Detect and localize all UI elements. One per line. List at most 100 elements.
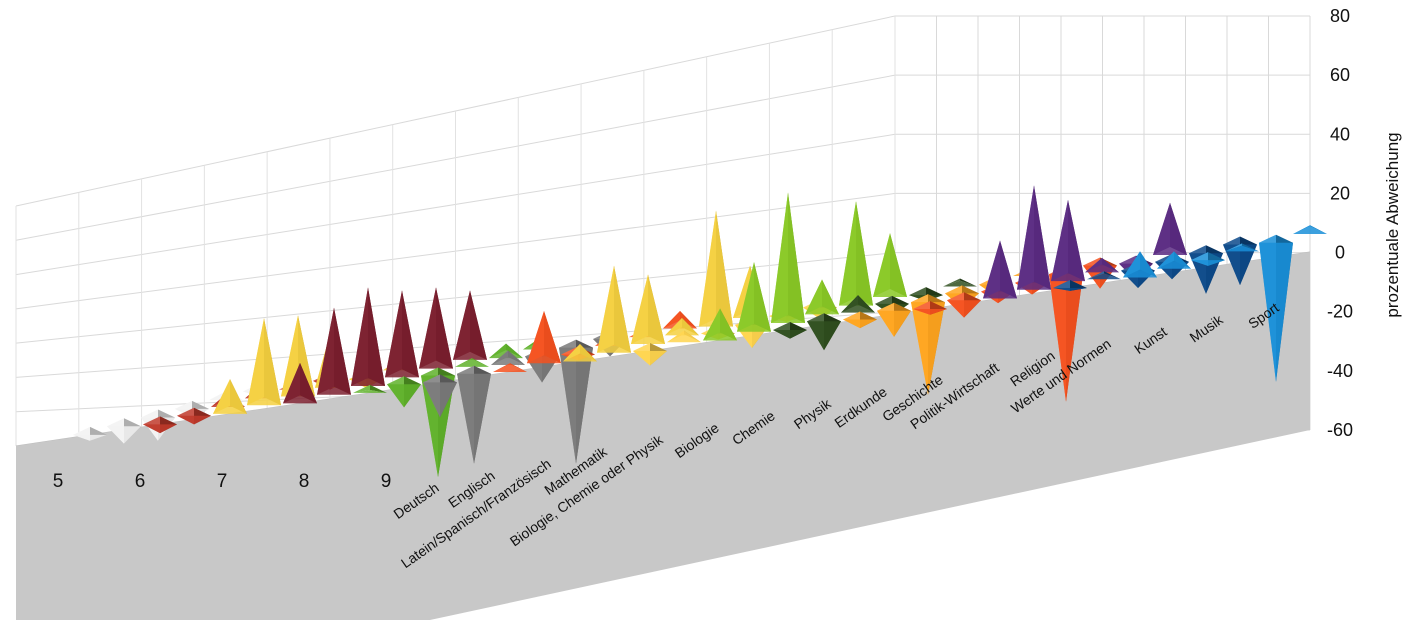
pyramid-mark (1293, 225, 1327, 234)
pyramid-face-front (877, 310, 911, 337)
pyramid-mark (843, 311, 877, 329)
pyramid-face-front (423, 382, 457, 418)
pyramid-mark (73, 426, 107, 441)
pyramid-mark (805, 279, 839, 315)
pyramid-mark (943, 278, 977, 287)
pyramid-face-front (177, 415, 211, 425)
pyramid-face-front (1293, 225, 1327, 234)
series-label: 6 (135, 471, 146, 492)
pyramid-face-front (1123, 251, 1157, 278)
pyramid-mark (983, 240, 1017, 299)
pyramid-mark (1153, 202, 1187, 255)
pyramid-mark (771, 192, 805, 324)
pyramid-face-front (737, 262, 771, 332)
pyramid-mark (489, 343, 523, 359)
series-label: 7 (217, 471, 228, 492)
pyramid-mark (667, 330, 701, 343)
pyramid-mark (1225, 243, 1259, 252)
pyramid-face-front (559, 347, 593, 464)
pyramid-mark (213, 379, 247, 414)
pyramid-mark (1017, 185, 1051, 290)
pyramid-mark (663, 311, 697, 329)
pyramid-face-front (663, 311, 697, 329)
pyramid-face-front (1153, 202, 1187, 255)
pyramid-face-right (960, 278, 977, 287)
pyramid-mark (1259, 234, 1293, 382)
pyramid-face-front (1191, 260, 1225, 266)
pyramid-face-front (665, 317, 699, 336)
y-tick-label: 80 (1330, 6, 1350, 26)
pyramid-face-front (1049, 274, 1083, 402)
chart-marks (73, 185, 1327, 478)
pyramid-face-right (1104, 271, 1121, 280)
pyramid-mark (1053, 279, 1087, 291)
pyramid-face-front (983, 240, 1017, 299)
pyramid-face-left (1225, 243, 1242, 252)
pyramid-face-front (1017, 185, 1051, 290)
pyramid-face-front (631, 274, 665, 345)
pyramid-mark (947, 292, 981, 318)
pyramid-mark (143, 416, 177, 434)
pyramid-mark (839, 201, 873, 306)
pyramid-face-front (107, 426, 141, 444)
pyramid-face-front (457, 373, 491, 464)
pyramid-mark (877, 302, 911, 337)
pyramid-mark (247, 318, 281, 406)
pyramid-mark (353, 384, 387, 393)
pyramid-mark (1051, 199, 1085, 282)
pyramid-face-front (453, 290, 487, 360)
pyramid-mark (913, 300, 947, 315)
pyramid-mark (457, 365, 491, 464)
pyramid-mark (387, 376, 421, 408)
pyramid-mark (597, 265, 631, 353)
pyramid-face-front (317, 307, 351, 395)
pyramid-face-front (1087, 273, 1121, 280)
pyramid-mark (873, 233, 907, 297)
pyramid-face-front (805, 279, 839, 315)
pyramid-face-front (943, 280, 977, 287)
pyramid-face-front (351, 287, 385, 387)
pyramid-mark (283, 362, 317, 404)
pyramid-mark (177, 407, 211, 425)
pyramid-face-front (633, 350, 667, 366)
pyramid-face-front (527, 311, 561, 364)
series-labels: 5 6 7 8 9 (53, 471, 392, 492)
y-tick-label: 60 (1330, 65, 1350, 85)
pyramid-mark (351, 287, 385, 387)
pyramid-face-front (387, 384, 421, 408)
series-label: 5 (53, 471, 64, 492)
pyramid-mark (703, 308, 737, 341)
pyramid-mark (563, 344, 597, 362)
pyramid-face-front (455, 358, 489, 367)
pyramid-face-front (807, 321, 841, 351)
pyramid-face-front (947, 300, 981, 318)
pyramid-mark (631, 274, 665, 345)
pyramid-mark (1049, 266, 1083, 402)
pyramid-mark (107, 418, 141, 444)
pyramid-mark (1085, 257, 1119, 273)
pyramid-mark (455, 358, 489, 367)
pyramid-face-front (491, 350, 525, 366)
pyramid-mark (633, 342, 667, 366)
pyramid-face-front (699, 210, 733, 327)
pyramid-face-front (73, 434, 107, 441)
series-label: 9 (381, 471, 392, 492)
pyramid-face-front (143, 424, 177, 434)
pyramid-mark (385, 290, 419, 378)
y-tick-label: -40 (1327, 361, 1353, 381)
pyramid-mark (493, 363, 527, 372)
pyramid-face-front (1225, 245, 1259, 252)
pyramid-mark (491, 350, 525, 366)
pyramid-face-left (1087, 271, 1104, 280)
pyramid-face-front (841, 295, 875, 313)
pyramid-face-front (283, 362, 317, 404)
pyramid-face-front (773, 329, 807, 339)
y-tick-label: 0 (1335, 243, 1345, 263)
pyramid-face-front (1051, 199, 1085, 282)
pyramid-mark (699, 210, 733, 327)
pyramid-face-front (385, 290, 419, 378)
pyramid-mark (317, 307, 351, 395)
pyramid-face-left (943, 278, 960, 287)
pyramid-mark (419, 287, 453, 369)
pyramid-face-front (911, 302, 945, 395)
